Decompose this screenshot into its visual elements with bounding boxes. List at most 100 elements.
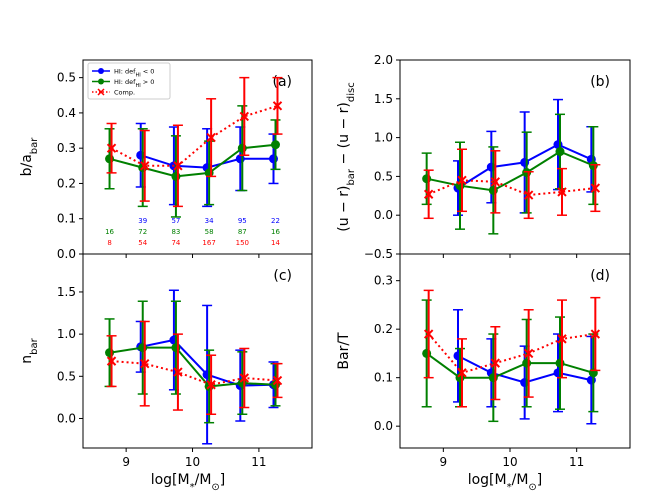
legend-item: Comp. (92, 88, 135, 97)
data-point (239, 111, 250, 122)
data-point (422, 348, 432, 358)
series-comp (423, 148, 601, 220)
series-hi-negative (135, 122, 279, 208)
count-label: 54 (138, 239, 147, 247)
series-comp (106, 76, 283, 208)
marker-stroke (457, 175, 467, 185)
data-point (590, 183, 601, 193)
series-line (109, 346, 276, 388)
legend-label: Comp. (114, 89, 135, 97)
data-point (140, 161, 150, 171)
panel-label: (c) (273, 268, 292, 284)
data-point (206, 132, 216, 143)
data-point (173, 161, 183, 171)
data-point (490, 358, 501, 368)
data-point (522, 168, 532, 178)
marker-stroke (206, 132, 216, 143)
y-tick-label: 0.2 (374, 322, 393, 336)
data-point (488, 185, 498, 195)
data-point (523, 190, 534, 200)
legend-marker (97, 88, 105, 96)
data-point (523, 348, 534, 359)
count-label: 95 (238, 217, 247, 225)
y-axis-label: (u − r)bar − (u − r)disc (336, 82, 357, 231)
data-point (488, 373, 498, 383)
series-comp (106, 320, 283, 416)
data-point (206, 380, 216, 390)
count-label: 8 (107, 239, 111, 247)
data-point (237, 143, 247, 153)
marker-stroke (490, 177, 501, 187)
legend-marker (98, 68, 104, 74)
marker-stroke (106, 356, 117, 366)
data-point (557, 187, 567, 197)
data-point (140, 358, 150, 369)
legend-label: HI: defHI > 0 (114, 78, 154, 89)
count-label: 167 (202, 239, 215, 247)
count-label: 22 (271, 217, 280, 225)
data-point (239, 373, 250, 383)
count-label: 83 (171, 228, 180, 236)
count-label: 16 (105, 228, 114, 236)
marker-stroke (523, 348, 534, 359)
panel-d: 0.0 0.1 0.2 0.3 9 10 11 Bar/T (d) (336, 253, 631, 469)
marker-stroke (423, 189, 434, 199)
series-line (109, 143, 276, 178)
marker-stroke (272, 101, 283, 111)
marker-stroke (239, 373, 250, 383)
series-hi-positive (104, 105, 281, 218)
y-tick-label: 0.0 (374, 208, 393, 222)
data-point (171, 343, 181, 353)
data-point (522, 358, 532, 368)
y-tick-label: 0.5 (374, 169, 393, 183)
y-tick-label: 1.5 (374, 92, 393, 106)
marker-stroke (457, 368, 467, 378)
y-tick-label: 0.0 (374, 419, 393, 433)
marker-stroke (140, 161, 150, 171)
y-tick-label: 0.2 (57, 176, 76, 190)
series-line (111, 360, 278, 386)
data-point (422, 174, 432, 184)
series-comp (423, 289, 601, 408)
x-tick-label: 11 (569, 455, 584, 469)
legend-item: HI: defHI < 0 (92, 68, 154, 79)
count-label: 14 (271, 239, 280, 247)
data-point (457, 368, 467, 378)
count-label: 57 (171, 217, 180, 225)
data-point (520, 157, 530, 167)
y-axis-label: nbar (19, 337, 40, 363)
y-tick-label: 0.1 (57, 212, 76, 226)
legend-label: HI: defHI < 0 (114, 68, 154, 79)
legend-box (87, 62, 171, 100)
plot-frame (82, 253, 313, 449)
data-point (490, 177, 501, 187)
panel-label: (d) (590, 268, 610, 284)
y-tick-label: 0.3 (374, 274, 393, 288)
plot-frame (399, 253, 631, 449)
data-point (173, 367, 183, 377)
marker-stroke (523, 190, 534, 200)
y-tick-label: 0.4 (57, 106, 76, 120)
marker-stroke (206, 380, 216, 390)
y-tick-label: 0.5 (57, 71, 76, 85)
x-tick-label: 10 (502, 455, 517, 469)
marker-stroke (590, 329, 601, 339)
x-axis-label-left: log[M*/M⊙] (151, 472, 226, 493)
y-tick-label: 2.0 (374, 53, 393, 67)
count-label: 87 (238, 228, 247, 236)
marker-stroke (590, 183, 601, 193)
x-tick-label: 9 (440, 455, 448, 469)
data-point (555, 147, 565, 157)
y-tick-label: 0.3 (57, 141, 76, 155)
data-point (171, 171, 181, 181)
x-tick-label: 10 (185, 455, 200, 469)
series-line (426, 150, 594, 192)
data-point (106, 143, 117, 153)
count-label: 39 (138, 217, 147, 225)
y-tick-label: 1.0 (57, 327, 76, 341)
y-tick-label: 1.0 (374, 131, 393, 145)
panel-b: −0.5 0.0 0.5 1.0 1.5 2.0 (u − r)bar − (u − r)d… (336, 53, 631, 261)
data-point (588, 161, 598, 171)
